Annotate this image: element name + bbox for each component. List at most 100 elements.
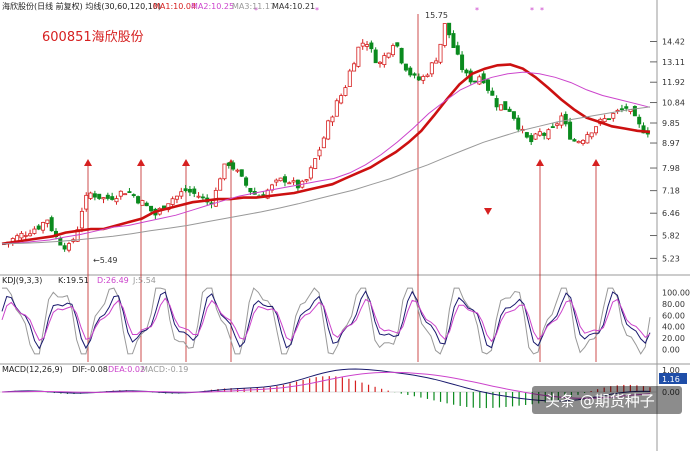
- candle-down: [105, 194, 110, 199]
- candle-up: [356, 46, 361, 67]
- candle-up: [66, 243, 71, 251]
- candle-up: [32, 228, 37, 234]
- candle-down: [619, 108, 624, 111]
- watermark-text: 头条 @期货种子: [545, 392, 655, 410]
- candle-up: [546, 129, 551, 140]
- candle-down: [144, 202, 149, 207]
- candle-up: [174, 195, 179, 200]
- stock-name-label: 600851海欣股份: [42, 30, 144, 45]
- macd-title: MACD(12,26,9): [2, 365, 63, 374]
- candle-down: [369, 42, 374, 50]
- candle-down: [373, 49, 378, 64]
- candle-up: [84, 194, 89, 210]
- candle-up: [196, 195, 201, 198]
- star-icon: *: [540, 6, 544, 15]
- kdj-j-value: J:5.54: [132, 276, 156, 285]
- price-tick-label: 5.82: [662, 232, 680, 241]
- ma4-label: MA4:10.21: [272, 2, 315, 11]
- candle-up: [365, 44, 370, 47]
- candle-up: [589, 132, 594, 138]
- price-tick-label: 10.84: [662, 99, 685, 108]
- candle-down: [511, 111, 516, 119]
- candle-down: [524, 132, 529, 138]
- candle-up: [330, 116, 335, 123]
- macd-value: MACD:-0.19: [141, 365, 188, 374]
- candle-up: [438, 43, 443, 63]
- ma2-label: MA2:10.25: [191, 2, 234, 11]
- candle-down: [408, 67, 413, 76]
- candle-up: [360, 42, 365, 47]
- candle-up: [343, 87, 348, 96]
- up-arrow-icon: [84, 159, 92, 166]
- price-axis-ticks: 14.42 13.11 11.92 10.84 9.85 8.97 7.98 7.18 6.46…: [650, 38, 685, 263]
- price-tick-label: 6.46: [662, 209, 680, 218]
- macd-tick-label: 1.00: [662, 366, 680, 375]
- candle-down: [624, 106, 629, 109]
- candle-down: [455, 45, 460, 55]
- candle-down: [516, 117, 521, 130]
- candle-up: [19, 232, 24, 239]
- low-price-label: ←5.49: [93, 256, 118, 265]
- kdj-j-line: [2, 287, 651, 355]
- kdj-d-value: D:26.49: [97, 276, 129, 285]
- candle-up: [23, 235, 28, 237]
- kdj-title: KDJ(9,3,3): [2, 276, 42, 285]
- candle-up: [425, 74, 430, 77]
- candle-up: [352, 63, 357, 72]
- down-arrow-icon: [484, 208, 492, 215]
- candle-down: [563, 113, 568, 125]
- candle-up: [278, 177, 283, 182]
- candle-up: [339, 95, 344, 104]
- ma-line-ma2: [1, 106, 651, 245]
- candle-down: [416, 76, 421, 81]
- kdj-tick-label: 80.00: [662, 300, 685, 309]
- candle-down: [481, 73, 486, 84]
- candle-down: [632, 106, 637, 117]
- candle-down: [295, 179, 300, 189]
- price-tick-label: 9.85: [662, 119, 680, 128]
- candle-up: [533, 133, 538, 140]
- price-tick-label: 11.92: [662, 78, 685, 87]
- candle-up: [585, 134, 590, 144]
- kdj-k-value: K:19.51: [58, 276, 89, 285]
- candle-up: [581, 139, 586, 144]
- candle-up: [291, 180, 296, 183]
- candle-down: [473, 80, 478, 83]
- candle-up: [114, 198, 119, 203]
- moving-averages: [1, 63, 651, 246]
- candle-down: [97, 193, 102, 199]
- ma3-label: MA3:11.17: [232, 2, 275, 11]
- price-tick-label: 5.23: [662, 254, 680, 263]
- chart-header-title: 海欣股份(日线 前复权) 均线(30,60,120,10): [2, 1, 161, 11]
- candle-down: [412, 73, 417, 76]
- candle-up: [498, 104, 503, 111]
- candle-down: [136, 196, 141, 204]
- candle-down: [464, 69, 469, 74]
- candle-down: [282, 176, 287, 183]
- candle-down: [494, 98, 499, 108]
- candle-down: [62, 245, 67, 250]
- candle-up: [235, 169, 240, 172]
- macd-tick-label: 0.00: [662, 388, 680, 397]
- candle-down: [131, 194, 136, 197]
- candle-down: [507, 108, 512, 112]
- ma-line-ma3: [1, 71, 651, 245]
- candle-down: [490, 90, 495, 96]
- peak-price-label: 15.75: [425, 11, 448, 20]
- candle-up: [79, 210, 84, 229]
- candle-down: [192, 188, 197, 194]
- candle-up: [317, 149, 322, 157]
- candle-up: [222, 163, 227, 180]
- candle-up: [334, 100, 339, 117]
- candle-down: [200, 196, 205, 199]
- candle-down: [503, 101, 508, 111]
- candle-up: [347, 70, 352, 87]
- candle-up: [594, 126, 599, 134]
- star-icon: *: [530, 6, 534, 15]
- candle-up: [41, 222, 46, 231]
- candle-up: [287, 182, 292, 185]
- kdj-tick-label: 0.00: [662, 345, 680, 354]
- candle-up: [377, 61, 382, 64]
- candle-up: [123, 193, 128, 196]
